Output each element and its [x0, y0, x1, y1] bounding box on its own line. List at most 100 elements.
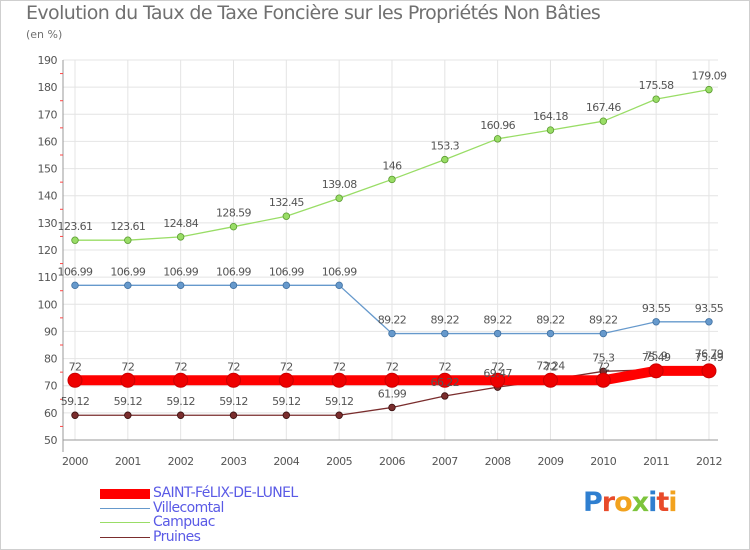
data-point — [441, 155, 449, 164]
data-label: 106.99 — [58, 265, 93, 278]
data-label: 89.22 — [483, 314, 512, 327]
legend-swatch — [100, 537, 150, 539]
data-label: 123.61 — [110, 220, 145, 233]
legend-label: Villecomtal — [153, 500, 224, 516]
data-point — [542, 372, 558, 388]
data-label: 106.99 — [216, 265, 251, 278]
data-label: 164.18 — [533, 110, 568, 123]
data-point — [595, 372, 611, 388]
y-tick-label: 160 — [38, 135, 58, 148]
data-label: 72 — [544, 360, 557, 373]
data-point — [648, 363, 664, 379]
data-point — [493, 135, 502, 143]
data-point — [599, 117, 607, 125]
data-point — [71, 411, 79, 419]
y-tick-label: 120 — [38, 244, 58, 257]
data-label: 175.58 — [639, 79, 674, 92]
data-point — [278, 372, 294, 388]
legend-label: Pruines — [153, 529, 201, 545]
logo-letter: i — [648, 487, 657, 518]
data-point — [384, 372, 400, 388]
chart-title: Evolution du Taux de Taxe Foncière sur l… — [26, 2, 601, 24]
y-tick-label: 100 — [38, 298, 58, 311]
legend-label: Campuac — [153, 514, 215, 530]
data-label: 167.46 — [586, 101, 621, 114]
data-label: 72 — [227, 360, 240, 373]
data-point — [546, 126, 555, 134]
y-tick-label: 90 — [44, 325, 57, 338]
data-label: 106.99 — [269, 265, 304, 278]
data-label: 179.09 — [692, 70, 727, 83]
chart-subtitle: (en %) — [26, 28, 63, 41]
data-label: 106.99 — [163, 265, 198, 278]
legend-label: SAINT-FéLIX-DE-LUNEL — [153, 485, 298, 501]
logo-letter: P — [583, 487, 603, 518]
x-tick-label: 2001 — [115, 455, 141, 468]
data-point — [705, 85, 713, 94]
data-point — [71, 281, 79, 290]
logo-letter: o — [614, 487, 633, 518]
data-label: 123.61 — [58, 220, 93, 233]
data-label: 132.45 — [269, 196, 304, 209]
data-label: 69.47 — [483, 367, 512, 380]
data-point — [599, 329, 607, 338]
data-label: 89.22 — [378, 314, 407, 327]
data-label: 72 — [491, 360, 504, 373]
data-label: 93.55 — [695, 302, 724, 315]
data-label: 139.08 — [322, 178, 357, 191]
y-tick-label: 170 — [38, 108, 58, 121]
x-tick-label: 2010 — [590, 455, 616, 468]
data-label: 72 — [121, 360, 134, 373]
x-tick-label: 2002 — [168, 455, 194, 468]
data-label: 72.24 — [536, 360, 565, 373]
data-label: 153.3 — [431, 140, 460, 153]
data-point — [282, 212, 291, 220]
data-point — [388, 175, 396, 184]
x-tick-label: 2009 — [537, 455, 563, 468]
data-label: 66.22 — [431, 376, 460, 389]
data-point — [493, 329, 502, 338]
x-tick-label: 2006 — [379, 455, 405, 468]
data-point — [335, 411, 343, 419]
data-label: 72 — [280, 360, 293, 373]
logo-letter: t — [656, 487, 669, 518]
x-tick-label: 2005 — [326, 455, 352, 468]
data-label: 89.22 — [536, 314, 565, 327]
data-point — [124, 281, 132, 290]
data-label: 61.99 — [378, 387, 407, 400]
data-point — [437, 372, 453, 388]
y-tick-label: 80 — [44, 353, 57, 366]
data-point — [176, 411, 185, 419]
data-label: 146 — [382, 159, 402, 172]
y-tick-label: 50 — [44, 434, 57, 447]
data-label: 72 — [597, 360, 610, 373]
data-label: 124.84 — [163, 217, 198, 230]
data-point — [701, 363, 717, 379]
legend-swatch — [100, 508, 150, 510]
data-label: 75.49 — [695, 351, 724, 364]
data-point — [546, 329, 555, 338]
data-point — [282, 411, 291, 419]
data-label: 59.12 — [166, 395, 195, 408]
data-label: 72 — [69, 360, 82, 373]
data-point — [441, 392, 449, 400]
y-tick-label: 60 — [44, 407, 57, 420]
data-label: 59.12 — [219, 395, 248, 408]
y-tick-label: 140 — [38, 190, 58, 203]
data-point — [67, 372, 83, 388]
data-label: 72 — [438, 360, 451, 373]
y-tick-label: 110 — [38, 271, 58, 284]
x-tick-label: 2012 — [696, 455, 722, 468]
data-point — [120, 372, 136, 388]
data-label: 89.22 — [589, 314, 618, 327]
data-point — [335, 194, 343, 202]
legend-swatch — [100, 489, 150, 499]
x-tick-label: 2000 — [62, 455, 88, 468]
data-point — [124, 236, 132, 244]
data-label: 128.59 — [216, 207, 251, 220]
data-label: 160.96 — [480, 119, 515, 132]
data-point — [229, 222, 238, 231]
data-point — [335, 281, 343, 290]
